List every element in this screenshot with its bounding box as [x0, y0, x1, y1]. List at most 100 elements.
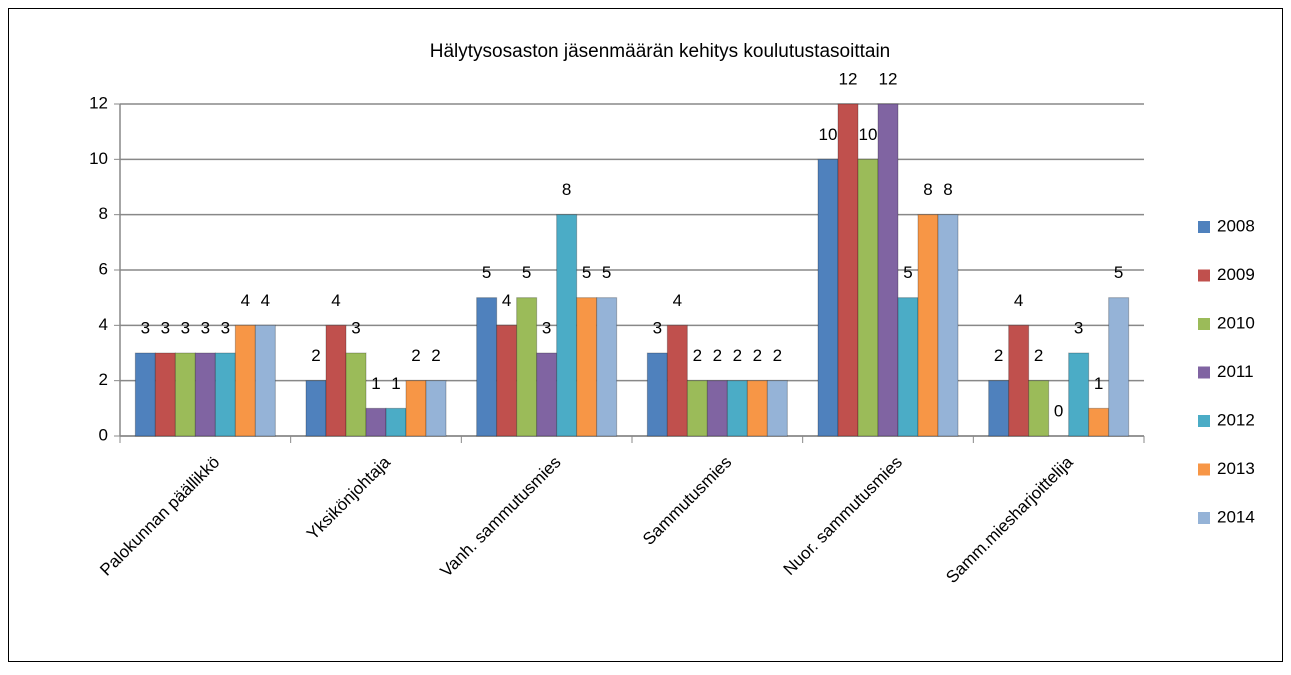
- bar: [766, 380, 788, 437]
- bar: [254, 324, 276, 437]
- y-tick-label: 6: [99, 259, 108, 278]
- legend-swatch: [1198, 221, 1210, 233]
- data-label: 4: [261, 291, 270, 310]
- bar: [686, 380, 708, 437]
- bar: [917, 214, 939, 437]
- bar: [194, 352, 216, 437]
- data-label: 4: [241, 291, 250, 310]
- bar: [305, 380, 327, 437]
- bar: [576, 297, 598, 437]
- bar: [345, 352, 367, 437]
- data-label: 5: [1114, 263, 1123, 282]
- data-label: 8: [943, 180, 952, 199]
- data-label: 3: [221, 318, 230, 337]
- legend-swatch: [1198, 269, 1210, 282]
- data-label: 1: [391, 374, 400, 393]
- data-label: 4: [502, 291, 511, 310]
- bar: [726, 380, 748, 437]
- bar: [325, 324, 347, 437]
- data-label: 2: [713, 346, 722, 365]
- legend-label: 2012: [1217, 410, 1255, 429]
- bar: [214, 352, 236, 437]
- y-tick-label: 8: [99, 204, 108, 223]
- data-label: 3: [161, 318, 170, 337]
- legend-label: 2009: [1217, 265, 1255, 284]
- data-label: 2: [994, 346, 1003, 365]
- data-label: 3: [1074, 318, 1083, 337]
- bar: [365, 407, 387, 437]
- data-label: 5: [903, 263, 912, 282]
- bar: [1088, 407, 1110, 437]
- data-label: 5: [482, 263, 491, 282]
- bar: [937, 214, 959, 437]
- data-label: 0: [1054, 401, 1063, 420]
- data-label: 2: [411, 346, 420, 365]
- bar: [1008, 324, 1030, 437]
- bar: [496, 324, 518, 437]
- data-label: 10: [859, 125, 878, 144]
- data-label: 10: [819, 125, 838, 144]
- bar: [1028, 380, 1050, 437]
- y-tick-label: 2: [99, 370, 108, 389]
- legend-label: 2013: [1217, 459, 1255, 478]
- data-label: 4: [1014, 291, 1023, 310]
- bar: [857, 158, 879, 437]
- legend-swatch: [1198, 318, 1210, 330]
- data-label: 12: [879, 69, 898, 88]
- bar: [385, 407, 407, 437]
- bar: [837, 103, 859, 437]
- chart-border: [8, 8, 1283, 662]
- data-label: 5: [522, 263, 531, 282]
- bar: [516, 297, 538, 437]
- bar: [897, 297, 919, 437]
- data-label: 2: [753, 346, 762, 365]
- data-label: 4: [673, 291, 682, 310]
- legend-label: 2011: [1217, 362, 1254, 381]
- y-tick-label: 0: [99, 425, 108, 444]
- y-tick-label: 4: [99, 315, 108, 334]
- data-label: 5: [582, 263, 591, 282]
- data-label: 3: [201, 318, 210, 337]
- bar: [877, 103, 899, 437]
- bar: [556, 214, 578, 437]
- bar: [234, 324, 256, 437]
- data-label: 2: [693, 346, 702, 365]
- data-label: 4: [331, 291, 340, 310]
- data-label: 2: [431, 346, 440, 365]
- bar: [134, 352, 156, 437]
- legend-swatch: [1198, 463, 1210, 476]
- bar: [174, 352, 196, 437]
- bar: [536, 352, 558, 437]
- legend-label: 2010: [1217, 313, 1255, 332]
- bar: [425, 380, 447, 437]
- legend-swatch: [1198, 512, 1210, 524]
- y-tick-label: 12: [89, 93, 108, 112]
- bar: [646, 352, 668, 437]
- legend-label: 2014: [1217, 507, 1255, 526]
- chart-title: Hälytysosaston jäsenmäärän kehitys koulu…: [430, 41, 890, 62]
- y-tick-label: 10: [89, 149, 108, 168]
- bar: [746, 380, 768, 437]
- data-label: 1: [1094, 374, 1103, 393]
- data-label: 12: [839, 69, 858, 88]
- bar: [988, 380, 1010, 437]
- legend-swatch: [1198, 415, 1210, 427]
- bar: [476, 297, 498, 437]
- data-label: 2: [773, 346, 782, 365]
- data-label: 2: [733, 346, 742, 365]
- bar: [154, 352, 176, 437]
- data-label: 5: [602, 263, 611, 282]
- bar: [1108, 297, 1130, 437]
- data-label: 3: [542, 318, 551, 337]
- bar: [706, 380, 728, 437]
- legend-label: 2008: [1217, 216, 1255, 235]
- data-label: 2: [311, 346, 320, 365]
- bar: [666, 324, 688, 437]
- data-label: 1: [371, 374, 380, 393]
- data-label: 2: [1034, 346, 1043, 365]
- data-label: 8: [562, 180, 571, 199]
- data-label: 3: [653, 318, 662, 337]
- bar: [1068, 352, 1090, 437]
- bar: [817, 158, 839, 437]
